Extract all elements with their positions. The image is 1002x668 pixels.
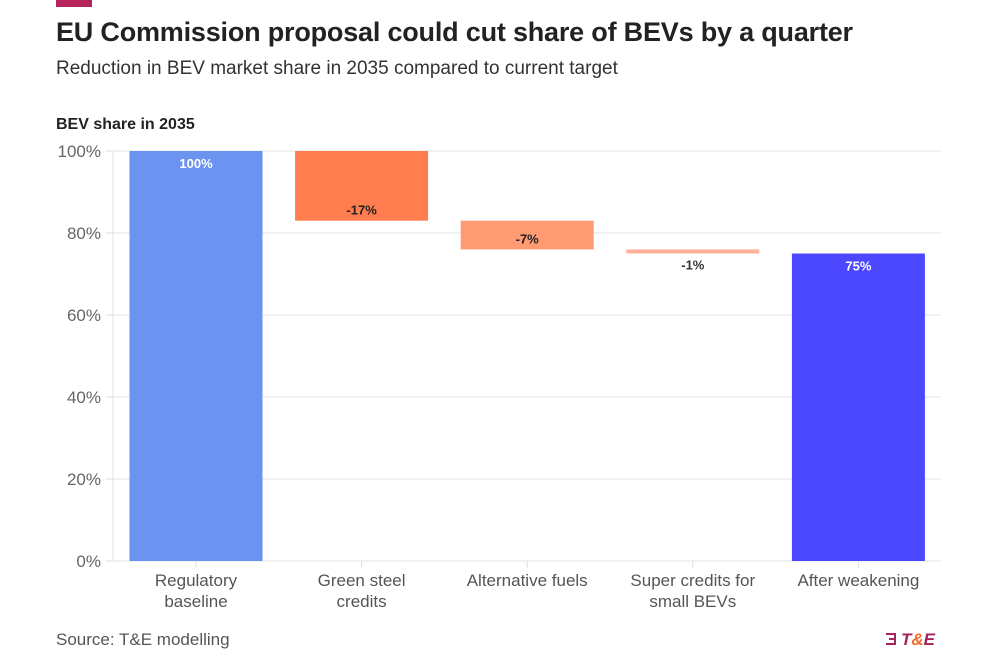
y-tick-label: 40% [67, 388, 101, 407]
bar [460, 220, 594, 250]
te-logo: T&E [886, 630, 936, 649]
te-logo-text: T&E [901, 630, 936, 649]
bar-data-label: -17% [346, 203, 377, 218]
x-tick-label: Alternative fuels [467, 571, 588, 590]
x-tick-label: Regulatory [155, 571, 238, 590]
bar [295, 151, 429, 221]
x-tick-label: Super credits for [630, 571, 755, 590]
y-tick-label: 0% [76, 552, 101, 571]
y-tick-label: 20% [67, 470, 101, 489]
bar-data-label: 100% [179, 156, 213, 171]
x-tick-label: Green steel [318, 571, 406, 590]
bar [129, 151, 263, 561]
source-note: Source: T&E modelling [56, 630, 230, 649]
y-axis-title: BEV share in 2035 [56, 116, 195, 133]
te-logo-mark-icon [886, 633, 896, 645]
x-tick-label: credits [337, 592, 387, 611]
x-tick-label: After weakening [797, 571, 919, 590]
accent-bar [56, 0, 92, 7]
chart-subtitle: Reduction in BEV market share in 2035 co… [56, 58, 618, 79]
bar-data-label: 75% [845, 259, 871, 274]
bar [791, 253, 925, 561]
bar-data-label: -1% [681, 258, 705, 273]
bar [626, 249, 760, 254]
chart-title: EU Commission proposal could cut share o… [56, 17, 853, 47]
y-tick-label: 80% [67, 224, 101, 243]
x-tick-label: small BEVs [649, 592, 736, 611]
x-tick-label: baseline [164, 592, 227, 611]
y-tick-label: 100% [58, 142, 101, 161]
y-tick-label: 60% [67, 306, 101, 325]
bar-data-label: -7% [516, 231, 540, 246]
